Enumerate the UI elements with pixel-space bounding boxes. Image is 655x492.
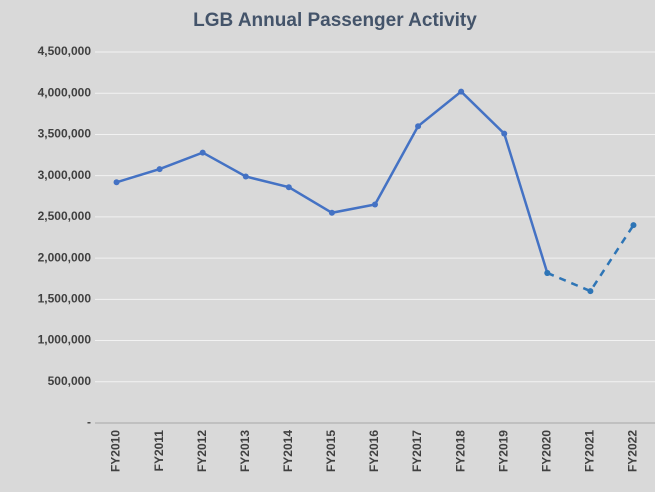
y-tick-label: 2,000,000 [38, 250, 92, 264]
marker [113, 179, 120, 186]
marker [544, 269, 551, 276]
y-tick-label: 500,000 [48, 374, 92, 388]
y-tick-label: 3,500,000 [38, 127, 92, 141]
marker [630, 222, 637, 229]
x-tick-label: FY2015 [324, 430, 338, 472]
x-tick-label: FY2013 [238, 430, 252, 472]
x-tick-label: FY2022 [626, 430, 640, 472]
x-tick-label: FY2011 [152, 430, 166, 472]
line [546, 224, 635, 293]
y-tick-label: 3,000,000 [38, 168, 92, 182]
x-tick-label: FY2018 [453, 430, 467, 472]
chart-title: LGB Annual Passenger Activity [193, 10, 477, 31]
marker [458, 88, 465, 95]
marker [415, 123, 422, 130]
x-tick-label: FY2019 [496, 430, 510, 472]
y-tick-label: 1,500,000 [38, 292, 92, 306]
x-tick-label: FY2010 [109, 430, 123, 472]
x-tick-label: FY2012 [195, 430, 209, 472]
x-tick-label: FY2021 [583, 430, 597, 472]
y-tick-label: 1,000,000 [38, 333, 92, 347]
marker [587, 288, 594, 295]
marker [199, 149, 206, 156]
x-tick-label: FY2020 [539, 430, 553, 472]
x-tick-label: FY2017 [410, 430, 424, 472]
marker [156, 166, 163, 173]
marker [501, 130, 508, 137]
marker [242, 173, 249, 180]
marker [372, 201, 378, 208]
y-tick-label: 4,500,000 [38, 44, 92, 58]
y-tick-label: - [87, 415, 91, 429]
x-tick-label: FY2014 [281, 430, 295, 472]
marker [328, 209, 335, 216]
x-tick-label: FY2016 [367, 430, 381, 472]
marker [285, 184, 292, 191]
y-tick-label: 2,500,000 [38, 209, 92, 223]
y-tick-label: 4,000,000 [38, 85, 92, 99]
